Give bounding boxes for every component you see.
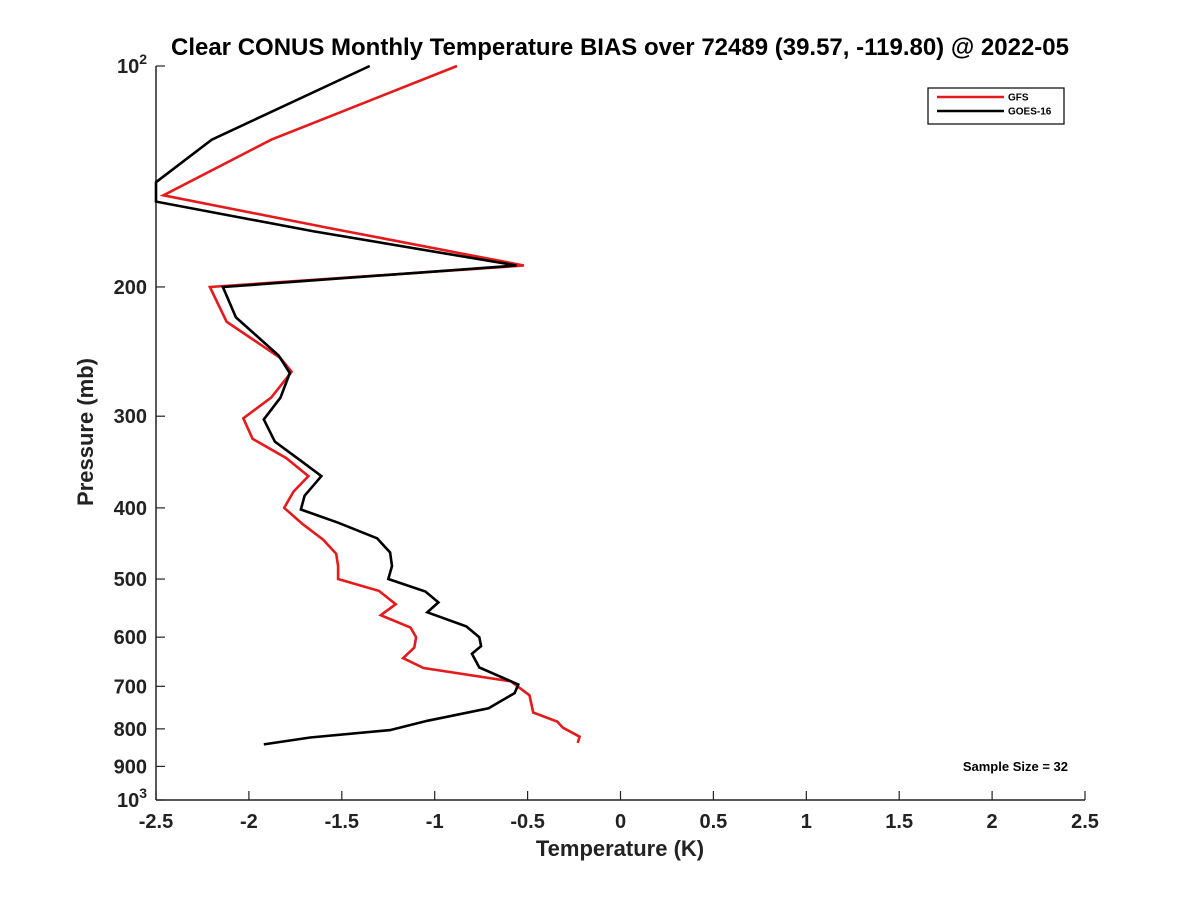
series-line-gfs	[159, 64, 582, 744]
x-tick-label: -1	[426, 811, 444, 833]
y-tick-label: 900	[114, 756, 147, 778]
y-tick-label: 400	[114, 498, 147, 520]
series-line-goes-16	[154, 64, 521, 746]
x-tick-label: 1	[801, 811, 812, 833]
plot-frame	[155, 66, 1085, 801]
x-axis-ticks: -2.5 -2 -1.5 -1 -0.5 0 0.5 1 1.5 2 2.5	[139, 791, 1099, 833]
y-tick-label: 800	[114, 719, 147, 741]
y-axis-title: Pressure (mb)	[73, 358, 98, 506]
y-tick-label: 300	[114, 406, 147, 428]
legend-box	[927, 87, 1065, 125]
x-tick-label: 0.5	[699, 811, 727, 833]
x-tick-label: -2	[240, 811, 258, 833]
x-axis-title: Temperature (K)	[536, 836, 704, 861]
chart-title: Clear CONUS Monthly Temperature BIAS ove…	[171, 34, 1069, 61]
x-tick-label: 1.5	[885, 811, 913, 833]
x-tick-label: -2.5	[139, 811, 173, 833]
y-tick-label: 700	[114, 676, 147, 698]
y-tick-label: 600	[114, 627, 147, 649]
y-tick-label: 500	[114, 569, 147, 591]
x-tick-label: -0.5	[510, 811, 544, 833]
y-tick-label: 200	[114, 277, 147, 299]
y-tick-label: 102	[117, 51, 147, 78]
y-tick-label: 103	[117, 785, 147, 812]
legend-label: GFS	[1008, 93, 1029, 104]
x-tick-label: -1.5	[325, 811, 359, 833]
x-tick-label: 2	[987, 811, 998, 833]
legend: GFS GOES-16	[927, 87, 1065, 125]
sample-size-note: Sample Size = 32	[963, 759, 1068, 774]
x-tick-label: 2.5	[1071, 811, 1099, 833]
series-layer	[154, 64, 582, 746]
y-axis-ticks: 102 200 300 400 500 600 700 800 900 103	[114, 51, 165, 812]
x-tick-label: 0	[615, 811, 626, 833]
legend-label: GOES-16	[1008, 107, 1052, 118]
